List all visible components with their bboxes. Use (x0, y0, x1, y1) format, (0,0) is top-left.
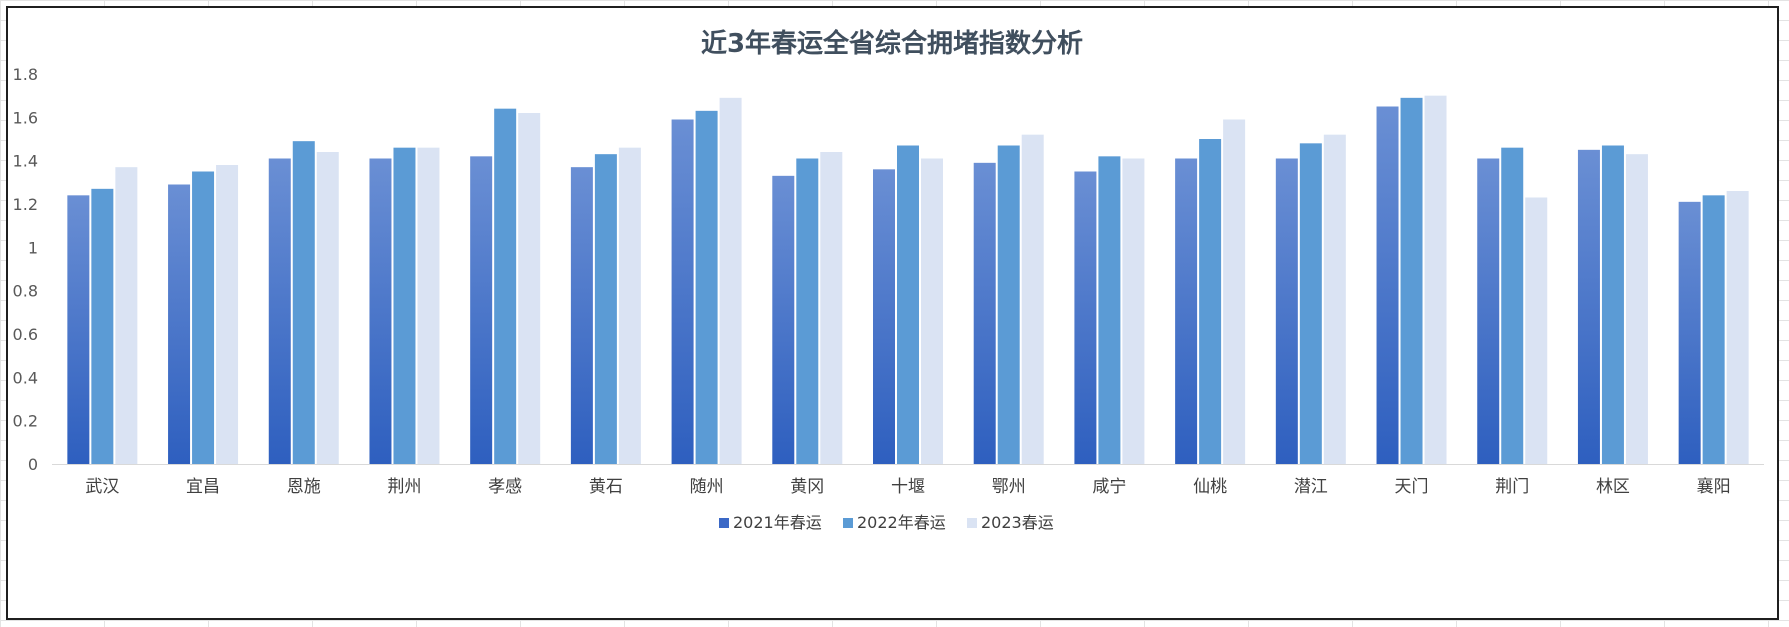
y-axis: 0 0.2 0.4 0.6 0.8 1 1.2 1.4 1.6 1.8 (13, 65, 38, 474)
legend: 2021年春运 2022年春运 2023春运 (719, 513, 1054, 532)
legend-swatch (967, 518, 977, 528)
y-tick-label: 0.2 (13, 412, 38, 431)
bar (1501, 147, 1524, 464)
bar (1577, 149, 1600, 465)
series-3 (115, 95, 1749, 465)
bar (719, 97, 742, 464)
x-tick-label: 荆门 (1495, 477, 1529, 497)
x-tick-label: 宜昌 (186, 477, 220, 497)
x-tick-label: 孝感 (488, 477, 522, 497)
bar (1424, 95, 1447, 465)
legend-swatch (843, 518, 853, 528)
bar (369, 158, 392, 464)
x-tick-label: 潜江 (1294, 477, 1328, 497)
bar (921, 158, 943, 464)
bar (1299, 143, 1322, 465)
legend-label: 2023春运 (981, 513, 1054, 532)
bar (67, 195, 90, 465)
legend-item: 2023春运 (967, 513, 1054, 532)
bar (1122, 158, 1145, 464)
bar-chart: 近3年春运全省综合拥堵指数分析 0 0.2 0.4 0.6 0.8 1 1.2 1.4 1.6 1… (13, 28, 1764, 532)
bar (518, 113, 541, 464)
bar (1726, 191, 1749, 464)
y-tick-label: 1 (28, 238, 38, 257)
bar (216, 165, 239, 464)
x-tick-label: 恩施 (287, 477, 321, 497)
bar (1175, 158, 1198, 464)
bar (1275, 158, 1298, 464)
bar (873, 169, 895, 465)
bar (820, 152, 843, 464)
bar (1098, 156, 1121, 465)
bar (168, 184, 191, 464)
legend-item: 2022年春运 (843, 513, 946, 532)
bar (470, 156, 493, 465)
bar (1702, 195, 1725, 465)
bar (1477, 158, 1500, 464)
y-tick-label: 1.8 (13, 65, 38, 84)
y-tick-label: 1.4 (13, 152, 38, 171)
bar (1525, 197, 1548, 464)
bar (1223, 119, 1246, 464)
bar (115, 167, 138, 464)
bar (1323, 134, 1346, 464)
x-tick-label: 荆州 (387, 477, 421, 497)
x-tick-label: 天门 (1395, 477, 1429, 497)
x-tick-label: 林区 (1596, 477, 1630, 497)
y-tick-label: 0.8 (13, 282, 38, 301)
bar (91, 188, 114, 465)
y-tick-label: 0.4 (13, 368, 38, 387)
bar (1678, 201, 1701, 465)
bar (292, 141, 315, 464)
y-tick-label: 1.6 (13, 108, 38, 127)
bar (494, 108, 517, 465)
bar (1021, 134, 1044, 464)
bar-series-group (67, 95, 1749, 465)
x-tick-label: 黄石 (589, 477, 623, 497)
x-tick-label: 仙桃 (1193, 477, 1227, 497)
x-tick-label: 随州 (690, 477, 724, 497)
bar (1601, 145, 1624, 464)
chart-title: 近3年春运全省综合拥堵指数分析 (701, 28, 1083, 59)
bar (897, 145, 919, 464)
bar (570, 167, 593, 464)
legend-swatch (719, 518, 729, 528)
legend-label: 2021年春运 (733, 513, 822, 532)
x-tick-label: 襄阳 (1697, 476, 1731, 497)
bar (695, 110, 718, 464)
bar (618, 147, 641, 464)
bar (1199, 139, 1222, 464)
bar (417, 147, 440, 464)
legend-label: 2022年春运 (857, 513, 946, 532)
bar (1074, 171, 1097, 464)
y-tick-label: 0 (28, 455, 38, 474)
series-2 (91, 97, 1725, 465)
bar (393, 147, 416, 464)
bar (594, 154, 617, 464)
bar (1625, 154, 1648, 464)
bar (997, 145, 1020, 464)
y-tick-label: 0.6 (13, 325, 38, 344)
bar (973, 162, 996, 465)
series-1 (67, 106, 1701, 465)
bar (772, 175, 795, 465)
bar (1400, 97, 1423, 464)
legend-item: 2021年春运 (719, 513, 822, 532)
y-tick-label: 1.2 (13, 195, 38, 214)
bar (796, 158, 819, 464)
bar (671, 119, 694, 464)
x-tick-label: 武汉 (85, 477, 119, 497)
x-axis: 武汉 宜昌 恩施 荆州 孝感 黄石 随州 黄冈 十堰 鄂州 咸宁 仙桃 潜江 天门 荆门 林区 襄阳 (52, 464, 1764, 497)
x-tick-label: 鄂州 (992, 477, 1026, 497)
bar (316, 152, 339, 464)
x-tick-label: 黄冈 (790, 477, 824, 497)
chart-container[interactable]: 近3年春运全省综合拥堵指数分析 0 0.2 0.4 0.6 0.8 1 1.2 1.4 1.6 1… (6, 6, 1779, 620)
bar (268, 158, 291, 464)
x-tick-label: 十堰 (891, 477, 925, 497)
bar (192, 171, 215, 464)
x-tick-label: 咸宁 (1092, 477, 1126, 497)
bar (1376, 106, 1399, 464)
